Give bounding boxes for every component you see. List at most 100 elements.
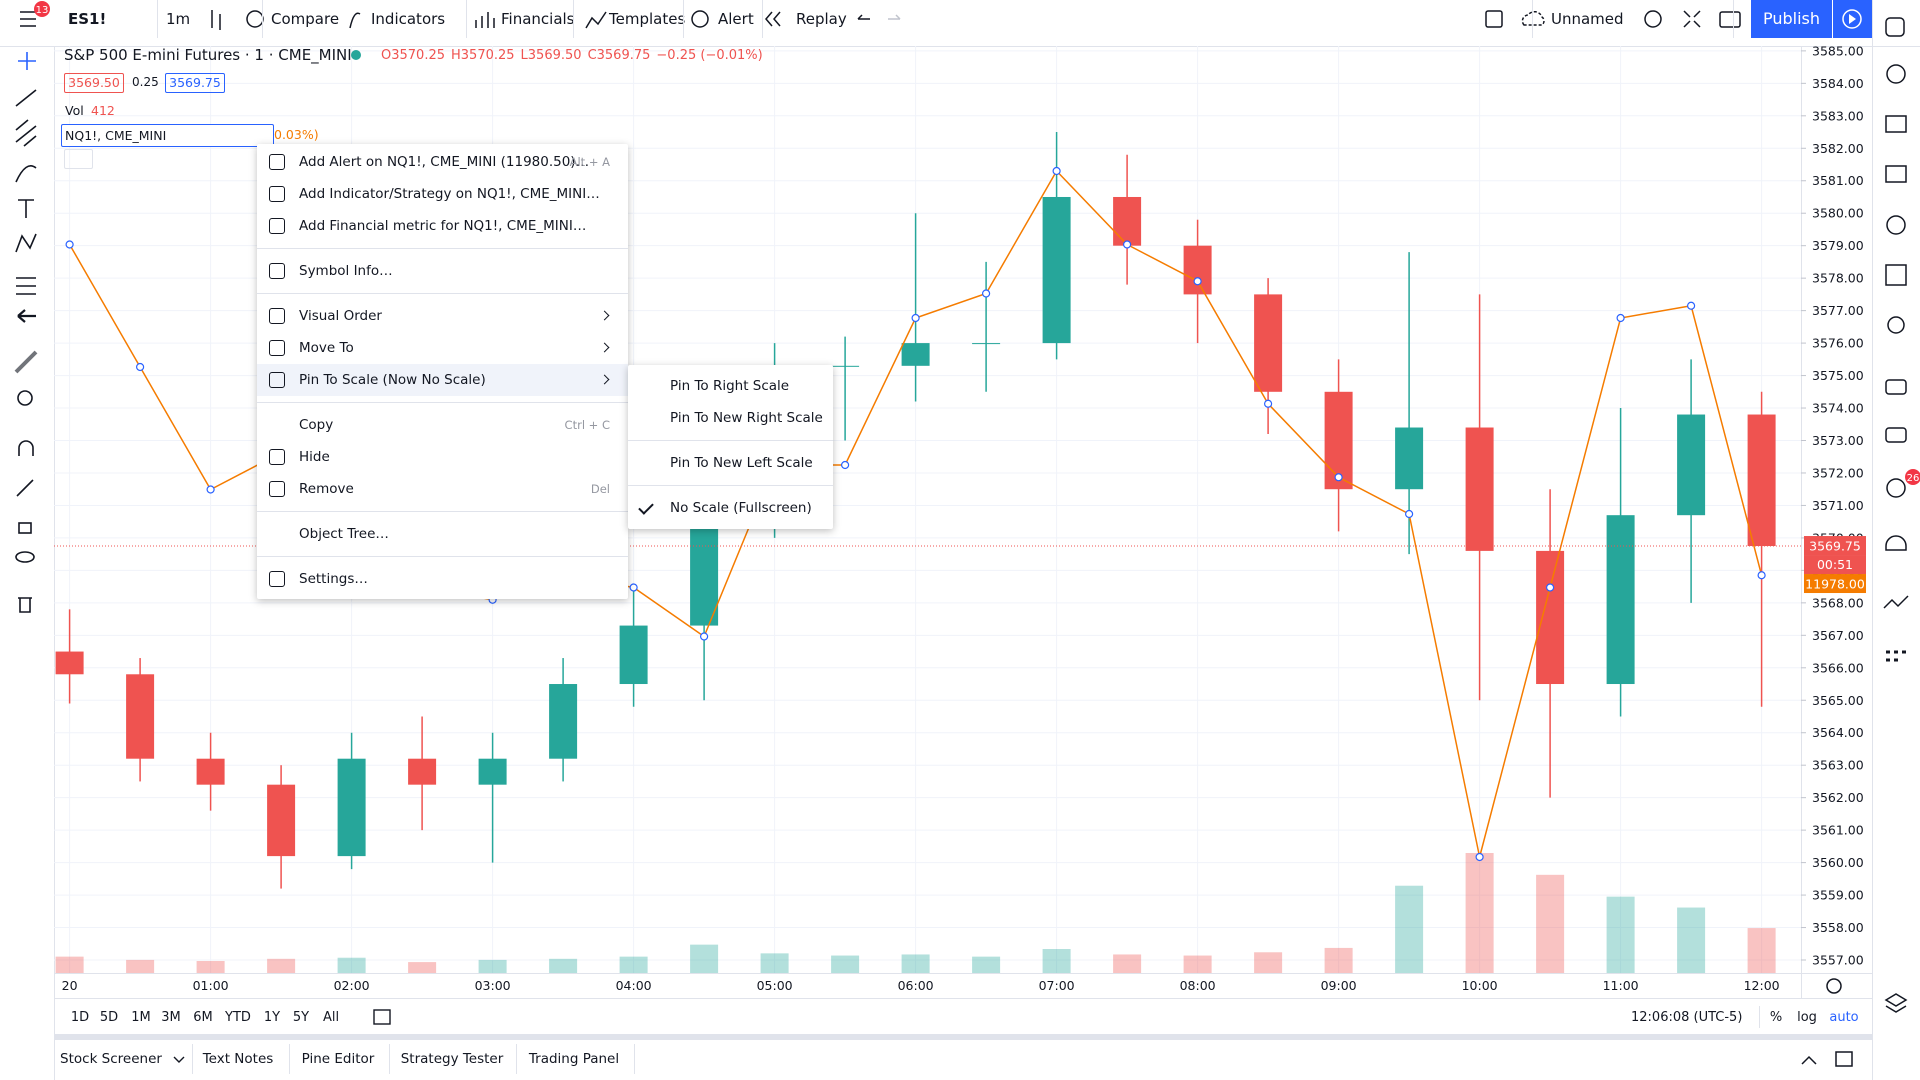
top-toolbar-icons [211, 10, 1741, 30]
remove-tool[interactable] [18, 597, 32, 613]
candle-body [831, 365, 860, 367]
toolbar-button[interactable]: Templates [609, 10, 686, 28]
publish-label[interactable]: Publish [1762, 9, 1821, 28]
panel-tab[interactable]: Strategy Tester [400, 1051, 504, 1067]
collapse-legend[interactable] [64, 149, 93, 169]
alerts-icon[interactable] [1886, 64, 1906, 84]
range-button[interactable]: All [322, 1010, 340, 1025]
menu-item[interactable]: Copy Ctrl + C [257, 409, 628, 441]
fib-tool[interactable] [15, 119, 37, 147]
pattern-tool[interactable] [15, 233, 37, 253]
toolbar-button[interactable]: Compare [271, 10, 340, 28]
panel-tab[interactable]: Pine Editor [301, 1051, 375, 1067]
trading-icon[interactable] [1883, 595, 1909, 609]
menu-separator [257, 556, 628, 557]
templates-icon[interactable] [585, 11, 607, 29]
snapshot-icon[interactable] [1719, 11, 1741, 28]
menu-icon[interactable] [20, 11, 36, 27]
layout-icon[interactable] [1485, 10, 1503, 28]
messages-icon[interactable] [1885, 427, 1907, 443]
crosshair-tool[interactable] [18, 52, 36, 70]
watchlist-icon[interactable] [1885, 17, 1905, 37]
hotlist-icon[interactable] [1886, 215, 1906, 235]
scale-option[interactable]: log [1797, 1010, 1817, 1025]
magnet-tool[interactable] [18, 440, 34, 456]
volume-bar [267, 958, 296, 973]
menu-item[interactable]: Add Financial metric for NQ1!, CME_MINI… [257, 210, 628, 242]
ideas-icon[interactable] [1887, 316, 1905, 334]
symbol[interactable]: ES1! [68, 10, 107, 28]
redo-icon[interactable] [888, 14, 901, 20]
text-tool[interactable] [18, 199, 34, 218]
back-arrow[interactable] [17, 309, 36, 323]
ruler-tool[interactable] [14, 350, 38, 374]
notifications-icon[interactable] [1886, 478, 1906, 498]
data-window-icon[interactable] [1885, 165, 1907, 183]
range-button[interactable]: 6M [193, 1010, 213, 1025]
chats-icon[interactable] [1885, 379, 1907, 395]
financials-icon[interactable] [475, 12, 495, 28]
bell-icon[interactable] [1885, 535, 1907, 551]
range-button[interactable]: 1Y [263, 1010, 281, 1025]
alert-icon[interactable] [691, 10, 709, 28]
toolbar-button[interactable]: Replay [796, 10, 847, 28]
layers-icon[interactable] [1884, 993, 1908, 1013]
interval[interactable]: 1m [166, 10, 191, 28]
lock-tool[interactable] [18, 522, 32, 534]
menu-item[interactable]: Pin To New Right Scale [628, 402, 833, 434]
menu-item[interactable]: Pin To Scale (Now No Scale) [257, 364, 628, 396]
fullscreen-icon[interactable] [1683, 10, 1701, 28]
chart-type-icon[interactable] [211, 10, 221, 30]
menu-item[interactable]: Add Indicator/Strategy on NQ1!, CME_MINI… [257, 178, 628, 210]
zoom-tool[interactable] [17, 390, 33, 406]
stay-drawing[interactable] [16, 479, 34, 497]
menu-item[interactable]: Add Alert on NQ1!, CME_MINI (11980.50)… A… [257, 146, 628, 178]
prediction-tool[interactable] [16, 277, 36, 295]
menu-item[interactable]: Pin To Right Scale [628, 370, 833, 402]
collapse-panel-icon[interactable] [1801, 1055, 1817, 1065]
menu-item[interactable]: No Scale (Fullscreen) [628, 492, 833, 524]
range-button[interactable]: 3M [161, 1010, 181, 1025]
axis-settings-icon[interactable] [1826, 978, 1842, 994]
date-range-icon[interactable] [373, 1009, 391, 1025]
menu-item[interactable]: Settings… [257, 563, 628, 595]
menu-item[interactable]: Remove Del [257, 473, 628, 505]
scale-option[interactable]: auto [1829, 1010, 1859, 1025]
hide-tool[interactable] [15, 551, 35, 563]
menu-item[interactable]: Visual Order [257, 300, 628, 332]
toolbar-button[interactable]: Indicators [371, 10, 446, 28]
news-icon[interactable] [1885, 115, 1907, 133]
candle-body [1536, 550, 1565, 685]
indicators-icon[interactable] [349, 12, 361, 29]
menu-item[interactable]: Pin To New Left Scale [628, 447, 833, 479]
toolbar-button[interactable]: Financials [501, 10, 575, 28]
toolbar-button[interactable]: Alert [718, 10, 754, 28]
menu-item[interactable]: Hide [257, 441, 628, 473]
replay-icon[interactable] [765, 11, 781, 27]
range-button[interactable]: YTD [225, 1010, 251, 1025]
menu-item[interactable]: Object Tree… [257, 518, 628, 550]
brush-tool[interactable] [15, 165, 37, 183]
range-button[interactable]: 1M [131, 1010, 151, 1025]
cloud-icon[interactable] [1521, 11, 1545, 26]
settings-icon[interactable] [1644, 10, 1662, 28]
maximize-panel-icon[interactable] [1835, 1051, 1853, 1067]
calendar-icon[interactable] [1885, 264, 1907, 286]
panel-tab[interactable]: Trading Panel [528, 1051, 620, 1067]
overlay-legend[interactable]: NQ1!, CME_MINI [61, 124, 274, 147]
layout-name[interactable]: Unnamed [1551, 10, 1624, 28]
dom-icon[interactable] [1886, 650, 1906, 662]
range-button[interactable]: 5D [99, 1010, 119, 1025]
publish-button[interactable] [1751, 0, 1832, 38]
trend-line-tool[interactable] [15, 89, 37, 107]
panel-tab[interactable]: Stock Screener [60, 1051, 162, 1067]
range-button[interactable]: 1D [70, 1010, 90, 1025]
scale-option[interactable]: % [1769, 1010, 1783, 1025]
panel-tab[interactable]: Text Notes [202, 1051, 274, 1067]
menu-item[interactable]: Symbol Info… [257, 255, 628, 287]
compare-icon[interactable] [246, 10, 264, 28]
menu-item[interactable]: Move To [257, 332, 628, 364]
range-button[interactable]: 5Y [292, 1010, 310, 1025]
undo-icon[interactable] [857, 14, 870, 20]
screener-dropdown[interactable] [173, 1056, 185, 1063]
